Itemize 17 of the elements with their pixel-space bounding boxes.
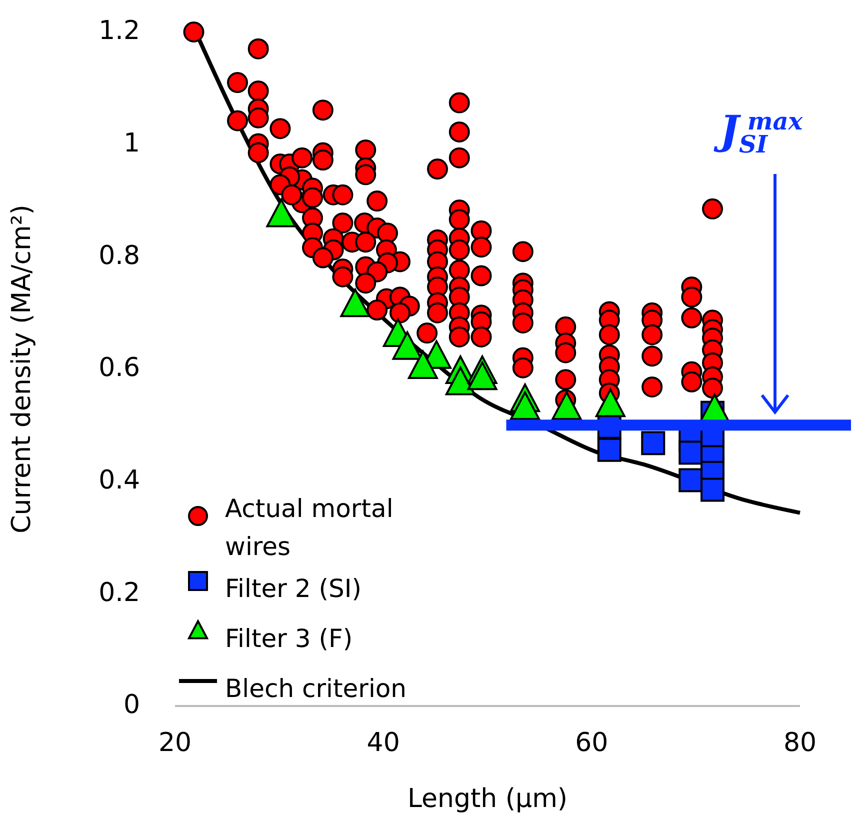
legend-label: Filter 3 (F) (225, 624, 353, 653)
x-tick-label: 80 (783, 728, 817, 758)
y-tick-label: 1 (123, 128, 140, 158)
x-tick-label: 20 (158, 728, 192, 758)
y-axis-title: Current density (MA/cm²) (7, 204, 37, 534)
y-tick-label: 0 (123, 690, 140, 720)
y-tick-label: 0.8 (98, 240, 140, 271)
y-tick-label: 0.4 (98, 465, 140, 496)
x-axis-title: Length (µm) (407, 784, 568, 814)
y-tick-label: 0.2 (98, 578, 140, 608)
y-tick-label: 0.6 (98, 353, 140, 384)
legend-label: Actual mortal wires (225, 494, 394, 561)
legend-label: Blech criterion (225, 674, 407, 703)
legend-label: Filter 2 (SI) (225, 574, 362, 603)
x-tick-label: 40 (366, 728, 400, 758)
y-tick-label: 1.2 (98, 16, 140, 46)
x-tick-label: 60 (575, 728, 608, 758)
